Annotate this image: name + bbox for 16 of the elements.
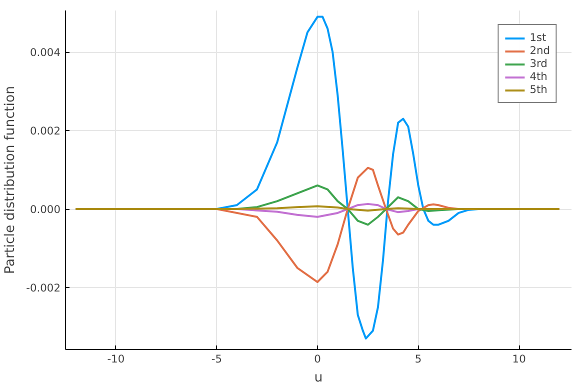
- legend-label: 1st: [530, 31, 548, 44]
- x-tick-label: 10: [512, 352, 526, 366]
- y-tick-label: -0.002: [26, 282, 61, 295]
- x-tick-label: -10: [107, 352, 125, 366]
- legend-label: 2nd: [530, 44, 550, 57]
- x-tick-label: 0: [314, 352, 322, 366]
- y-tick-label: 0.002: [30, 124, 61, 138]
- y-tick-label: 0.004: [30, 46, 61, 60]
- legend-label: 5th: [530, 83, 548, 96]
- legend-label: 3rd: [530, 57, 548, 70]
- y-tick-label: 0.000: [30, 203, 61, 216]
- x-axis-title: u: [314, 370, 323, 386]
- x-tick-label: 5: [414, 352, 422, 366]
- x-tick-label: -5: [211, 352, 222, 366]
- legend-label: 4th: [530, 70, 548, 83]
- y-axis-title: Particle distribution function: [3, 86, 18, 274]
